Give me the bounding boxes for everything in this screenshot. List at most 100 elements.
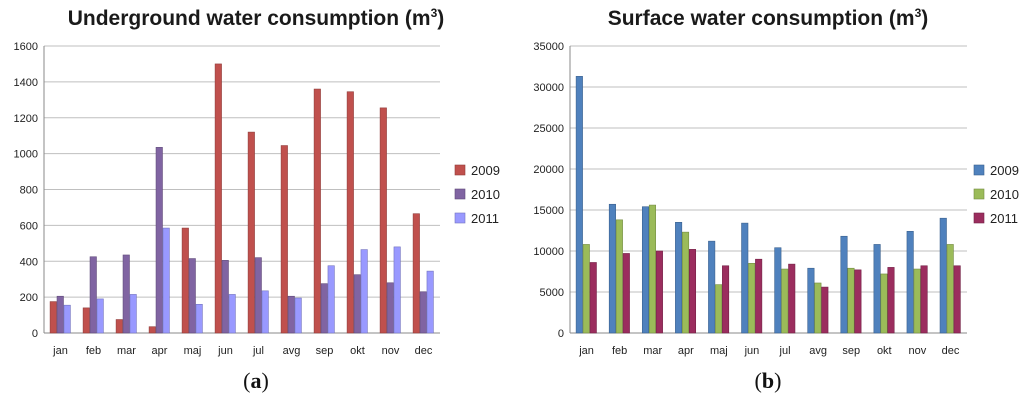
x-tick-label: dec [415, 345, 433, 357]
y-tick-label: 15000 [533, 205, 564, 217]
bar-2009-dec [939, 217, 947, 334]
x-tick-label: sep [842, 345, 860, 357]
x-tick-label: jan [52, 345, 68, 357]
bar-2010-maj [715, 284, 723, 334]
bar-2009-feb [608, 203, 616, 334]
bar-2009-okt [873, 244, 881, 334]
bar-2010-jun [748, 262, 756, 334]
bar-2010-dec [946, 244, 954, 334]
bar-2009-apr [148, 326, 156, 334]
x-tick-label: okt [877, 345, 892, 357]
y-tick-label: 5000 [540, 287, 564, 299]
bar-2011-sep [854, 269, 862, 334]
x-tick-label: jul [252, 345, 264, 357]
y-tick-label: 600 [20, 220, 38, 232]
bar-2010-sep [320, 283, 328, 334]
bar-2009-sep [840, 235, 848, 334]
bar-2009-avg [807, 267, 815, 334]
bar-2009-jun [741, 222, 749, 334]
x-tick-label: maj [184, 345, 202, 357]
bar-2010-dec [419, 291, 427, 334]
chart-b-svg: 0 5000 10000 15000 20000 25000 30000 35000 jan fe… [533, 41, 1019, 357]
bar-2010-mar [122, 254, 130, 334]
bar-2010-feb [89, 256, 97, 334]
bar-2011-mar [129, 294, 137, 334]
y-tick-label: 0 [558, 328, 564, 340]
y-tick-label: 35000 [533, 41, 564, 53]
x-tick-label: jun [217, 345, 233, 357]
legend-label-2010: 2010 [990, 187, 1019, 202]
y-tick-label: 10000 [533, 246, 564, 258]
x-tick-label: apr [152, 345, 168, 357]
bar-2010-jan [582, 244, 590, 334]
x-tick-label: nov [382, 345, 400, 357]
legend-swatch-2009 [973, 164, 985, 176]
y-tick-label: 800 [20, 185, 38, 197]
bar-2011-maj [722, 265, 730, 334]
bar-2009-feb [82, 307, 90, 334]
x-tick-label: mar [643, 345, 662, 357]
bar-2010-maj [188, 258, 196, 334]
bar-2011-feb [622, 253, 630, 334]
bar-2009-jul [247, 131, 255, 334]
bar-2011-apr [688, 249, 697, 334]
y-tick-label: 200 [20, 292, 38, 304]
bar-2010-nov [386, 282, 394, 334]
legend-swatch-2011 [454, 212, 466, 224]
legend-swatch-2010 [454, 188, 466, 200]
x-tick-label: avg [809, 345, 827, 357]
bar-2009-mar [641, 206, 650, 334]
bar-2010-avg [287, 295, 295, 334]
y-tick-label: 1600 [14, 41, 38, 53]
bar-2009-nov [906, 231, 914, 334]
x-tick-label: jul [779, 345, 791, 357]
bar-2010-avg [814, 282, 822, 334]
y-tick-label: 25000 [533, 123, 564, 135]
bar-2009-jan [49, 301, 57, 334]
bar-2010-sep [847, 267, 855, 334]
bar-2011-avg [821, 286, 829, 334]
bar-2011-sep [327, 265, 335, 334]
bar-2011-nov [393, 246, 401, 334]
bar-2011-jul [788, 263, 796, 334]
bar-2010-jul [254, 257, 262, 334]
bar-2010-apr [682, 231, 690, 334]
bar-2011-okt [887, 267, 895, 334]
bar-2009-jan [575, 76, 583, 334]
x-tick-label: maj [710, 345, 728, 357]
bar-2011-dec [953, 265, 961, 334]
bar-2010-mar [648, 204, 656, 334]
bar-2011-maj [195, 303, 203, 334]
bar-2011-avg [294, 297, 302, 334]
bar-2009-maj [181, 227, 189, 334]
bar-2009-avg [280, 145, 288, 334]
bar-2011-apr [162, 227, 170, 334]
bar-2009-sep [313, 88, 321, 334]
x-tick-label: apr [678, 345, 694, 357]
bar-2009-jun [214, 63, 222, 334]
chart-panel-a: Underground water consumption (m3) 0 200 4… [14, 6, 500, 393]
y-tick-label: 1000 [14, 149, 38, 161]
bar-2010-nov [913, 268, 921, 334]
bar-2010-jun [221, 260, 229, 334]
chart-panel-b: Surface water consumption (m3) 0 5000 1000… [512, 0, 1024, 401]
x-tick-label: nov [909, 345, 927, 357]
legend-label-2009: 2009 [471, 163, 500, 178]
y-tick-label: 0 [32, 328, 38, 340]
bar-2009-jul [774, 247, 782, 334]
bar-2010-okt [353, 274, 361, 334]
y-tick-label: 400 [20, 256, 38, 268]
bar-2010-okt [880, 273, 888, 334]
chart-a-svg: 0 200 400 600 800 1000 1200 1400 1600 jan feb mar ap… [14, 41, 500, 357]
bar-2011-mar [655, 250, 663, 334]
x-tick-label: sep [316, 345, 334, 357]
legend-swatch-2009 [454, 164, 466, 176]
y-tick-label: 1200 [14, 113, 38, 125]
bar-2011-jun [228, 294, 236, 334]
bar-2010-jan [56, 295, 64, 334]
x-tick-label: avg [283, 345, 301, 357]
y-tick-label: 1400 [14, 77, 38, 89]
bar-2009-apr [675, 222, 683, 334]
x-tick-label: feb [612, 345, 627, 357]
x-tick-label: dec [942, 345, 960, 357]
